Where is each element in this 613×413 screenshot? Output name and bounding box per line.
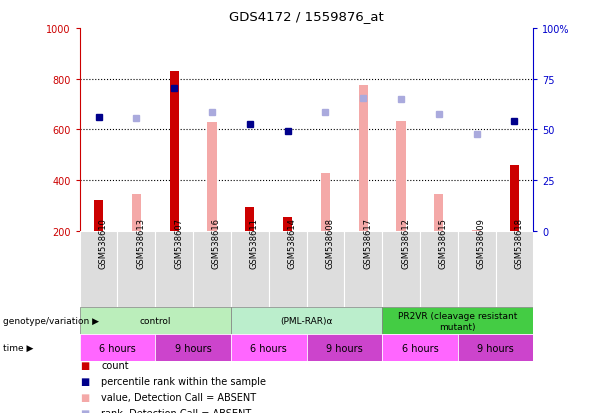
Text: 6 hours: 6 hours	[250, 343, 287, 353]
FancyBboxPatch shape	[80, 231, 118, 308]
FancyBboxPatch shape	[193, 231, 231, 308]
Text: ■: ■	[80, 408, 89, 413]
Text: rank, Detection Call = ABSENT: rank, Detection Call = ABSENT	[101, 408, 251, 413]
Text: ■: ■	[80, 392, 89, 402]
Text: GSM538612: GSM538612	[401, 217, 410, 268]
Text: GSM538613: GSM538613	[136, 217, 145, 268]
FancyBboxPatch shape	[382, 231, 420, 308]
Bar	[245, 207, 254, 231]
FancyBboxPatch shape	[231, 308, 382, 335]
Bar	[132, 195, 141, 231]
Text: ■: ■	[80, 376, 89, 386]
Text: ■: ■	[80, 361, 89, 370]
Bar	[94, 201, 103, 231]
Text: GSM538610: GSM538610	[99, 217, 108, 268]
Text: GSM538616: GSM538616	[212, 217, 221, 268]
FancyBboxPatch shape	[80, 335, 155, 361]
Text: (PML-RAR)α: (PML-RAR)α	[280, 317, 333, 325]
FancyBboxPatch shape	[155, 335, 231, 361]
FancyBboxPatch shape	[420, 231, 458, 308]
Text: 6 hours: 6 hours	[99, 343, 136, 353]
Bar	[434, 195, 443, 231]
FancyBboxPatch shape	[231, 335, 306, 361]
Bar	[397, 121, 406, 231]
FancyBboxPatch shape	[382, 335, 458, 361]
Text: GDS4172 / 1559876_at: GDS4172 / 1559876_at	[229, 10, 384, 23]
Bar	[472, 230, 481, 231]
FancyBboxPatch shape	[458, 335, 533, 361]
Bar	[510, 166, 519, 231]
FancyBboxPatch shape	[80, 308, 231, 335]
FancyBboxPatch shape	[382, 308, 533, 335]
Text: percentile rank within the sample: percentile rank within the sample	[101, 376, 266, 386]
FancyBboxPatch shape	[155, 231, 193, 308]
Text: genotype/variation ▶: genotype/variation ▶	[3, 317, 99, 325]
Text: GSM538609: GSM538609	[477, 217, 485, 268]
Text: 9 hours: 9 hours	[477, 343, 514, 353]
Text: GSM538615: GSM538615	[439, 217, 448, 268]
Text: control: control	[140, 317, 171, 325]
FancyBboxPatch shape	[345, 231, 382, 308]
FancyBboxPatch shape	[458, 231, 495, 308]
Text: 9 hours: 9 hours	[175, 343, 211, 353]
FancyBboxPatch shape	[306, 335, 382, 361]
FancyBboxPatch shape	[268, 231, 306, 308]
Text: GSM538614: GSM538614	[287, 217, 297, 268]
Bar	[207, 123, 216, 231]
Text: 6 hours: 6 hours	[402, 343, 438, 353]
Text: count: count	[101, 361, 129, 370]
Text: GSM538611: GSM538611	[250, 217, 259, 268]
Text: PR2VR (cleavage resistant
mutant): PR2VR (cleavage resistant mutant)	[398, 311, 517, 331]
Text: value, Detection Call = ABSENT: value, Detection Call = ABSENT	[101, 392, 256, 402]
Text: time ▶: time ▶	[3, 344, 34, 352]
FancyBboxPatch shape	[231, 231, 268, 308]
FancyBboxPatch shape	[495, 231, 533, 308]
Text: GSM538608: GSM538608	[326, 217, 335, 268]
Bar	[359, 86, 368, 231]
Bar	[283, 217, 292, 231]
FancyBboxPatch shape	[118, 231, 155, 308]
Bar	[170, 72, 179, 231]
FancyBboxPatch shape	[306, 231, 345, 308]
Text: GSM538618: GSM538618	[514, 217, 524, 268]
Bar	[321, 173, 330, 231]
Text: GSM538617: GSM538617	[363, 217, 372, 268]
Text: GSM538607: GSM538607	[174, 217, 183, 268]
Text: 9 hours: 9 hours	[326, 343, 363, 353]
